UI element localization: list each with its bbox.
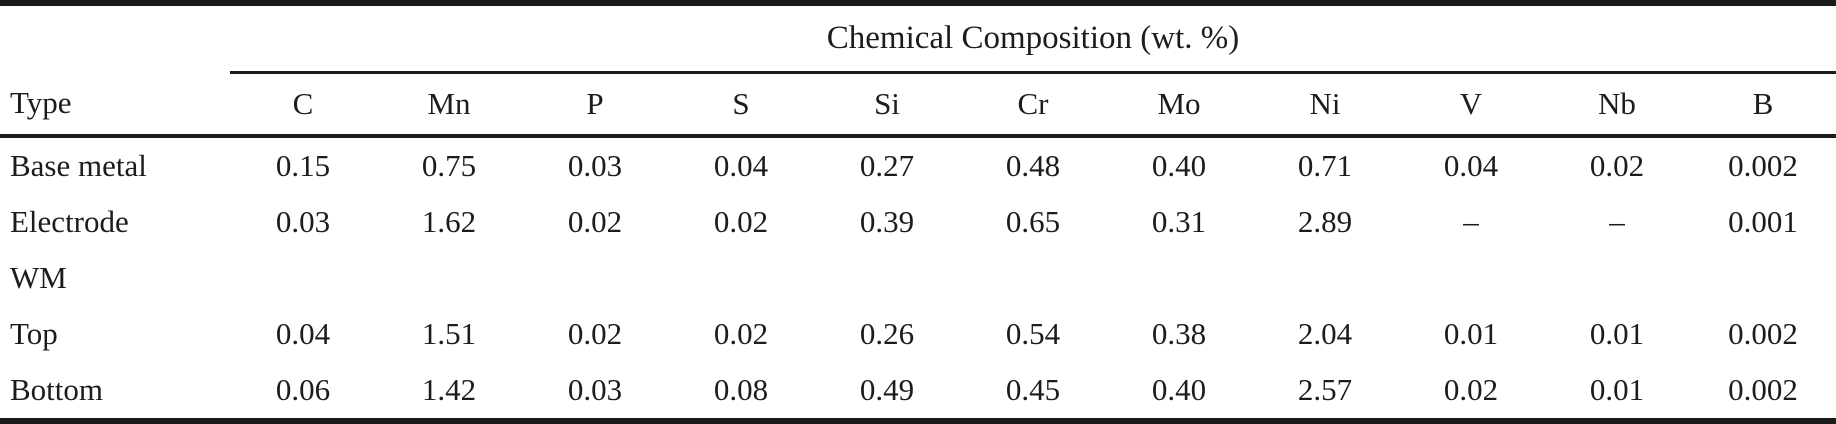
cell-value: 0.001 <box>1728 203 1798 239</box>
column-header-nb: Nb <box>1544 72 1690 138</box>
cell-value: 0.40 <box>1151 147 1207 183</box>
column-header-type: Type <box>0 72 230 138</box>
cell-value: 0.04 <box>713 147 769 183</box>
cell-value: 0.27 <box>859 147 915 183</box>
cell-value <box>814 250 960 306</box>
cell-value: 0.01 <box>1589 315 1645 351</box>
cell-value <box>1690 250 1836 306</box>
cell-value: 0.02 <box>567 315 623 351</box>
column-header-s: S <box>668 72 814 138</box>
cell-value: 0.04 <box>1443 147 1499 183</box>
cell-value: 0.04 <box>275 315 331 351</box>
column-header-si: Si <box>814 72 960 138</box>
cell-value: 2.89 <box>1297 203 1353 239</box>
column-header-mo: Mo <box>1106 72 1252 138</box>
cell-value <box>1252 250 1398 306</box>
column-header-b: B <box>1690 72 1836 138</box>
table-row-wm: WM <box>0 250 1836 306</box>
cell-value: 2.04 <box>1297 315 1353 351</box>
cell-value: 0.002 <box>1728 147 1798 183</box>
cell-value: 0.02 <box>1589 147 1645 183</box>
column-header-c: C <box>230 72 376 138</box>
cell-value: 0.54 <box>1005 315 1061 351</box>
cell-value: 0.40 <box>1151 371 1207 407</box>
cell-value: 0.75 <box>421 147 477 183</box>
column-header-ni: Ni <box>1252 72 1398 138</box>
spanner-row: Chemical Composition (wt. %) <box>0 3 1836 74</box>
cell-value: 0.03 <box>275 203 331 239</box>
cell-value: 0.26 <box>859 315 915 351</box>
cell-value <box>522 250 668 306</box>
cell-value: 0.45 <box>1005 371 1061 407</box>
table-row-top: Top 0.04 1.51 0.02 0.02 0.26 0.54 0.38 2… <box>0 306 1836 362</box>
table-title: Chemical Composition (wt. %) <box>230 3 1836 74</box>
spanner-spacer <box>0 3 230 72</box>
cell-value: 0.48 <box>1005 147 1061 183</box>
cell-value: 0.02 <box>713 315 769 351</box>
cell-value <box>376 250 522 306</box>
cell-value: 0.03 <box>567 371 623 407</box>
cell-value: 1.62 <box>421 203 477 239</box>
cell-value <box>960 250 1106 306</box>
cell-value: 0.002 <box>1728 371 1798 407</box>
cell-value: 0.06 <box>275 371 331 407</box>
column-header-mn: Mn <box>376 72 522 138</box>
header-row: Type C Mn P S Si Cr Mo Ni V Nb B <box>0 72 1836 138</box>
cell-value <box>668 250 814 306</box>
cell-value <box>230 250 376 306</box>
column-header-v: V <box>1398 72 1544 138</box>
table-row-bottom: Bottom 0.06 1.42 0.03 0.08 0.49 0.45 0.4… <box>0 362 1836 422</box>
table-row-base-metal: Base metal 0.15 0.75 0.03 0.04 0.27 0.48… <box>0 136 1836 194</box>
table-row-electrode: Electrode 0.03 1.62 0.02 0.02 0.39 0.65 … <box>0 194 1836 250</box>
cell-value: 0.49 <box>859 371 915 407</box>
cell-value <box>1544 250 1690 306</box>
cell-value: 1.51 <box>421 315 477 351</box>
row-label: WM <box>10 259 67 295</box>
cell-value <box>1106 250 1252 306</box>
column-header-cr: Cr <box>960 72 1106 138</box>
row-label: Top <box>10 315 58 351</box>
cell-value: – <box>1609 203 1625 239</box>
cell-value: 0.71 <box>1297 147 1353 183</box>
cell-value: 0.39 <box>859 203 915 239</box>
cell-value: 0.31 <box>1151 203 1207 239</box>
column-header-p: P <box>522 72 668 138</box>
row-label: Electrode <box>10 203 129 239</box>
cell-value: – <box>1463 203 1479 239</box>
cell-value: 0.02 <box>1443 371 1499 407</box>
cell-value: 0.002 <box>1728 315 1798 351</box>
cell-value: 0.01 <box>1589 371 1645 407</box>
row-label: Base metal <box>10 147 147 183</box>
cell-value <box>1398 250 1544 306</box>
cell-value: 0.15 <box>275 147 331 183</box>
cell-value: 0.08 <box>713 371 769 407</box>
cell-value: 0.02 <box>713 203 769 239</box>
cell-value: 2.57 <box>1297 371 1353 407</box>
cell-value: 0.38 <box>1151 315 1207 351</box>
cell-value: 1.42 <box>421 371 477 407</box>
cell-value: 0.02 <box>567 203 623 239</box>
cell-value: 0.03 <box>567 147 623 183</box>
cell-value: 0.65 <box>1005 203 1061 239</box>
cell-value: 0.01 <box>1443 315 1499 351</box>
row-label: Bottom <box>10 371 104 407</box>
